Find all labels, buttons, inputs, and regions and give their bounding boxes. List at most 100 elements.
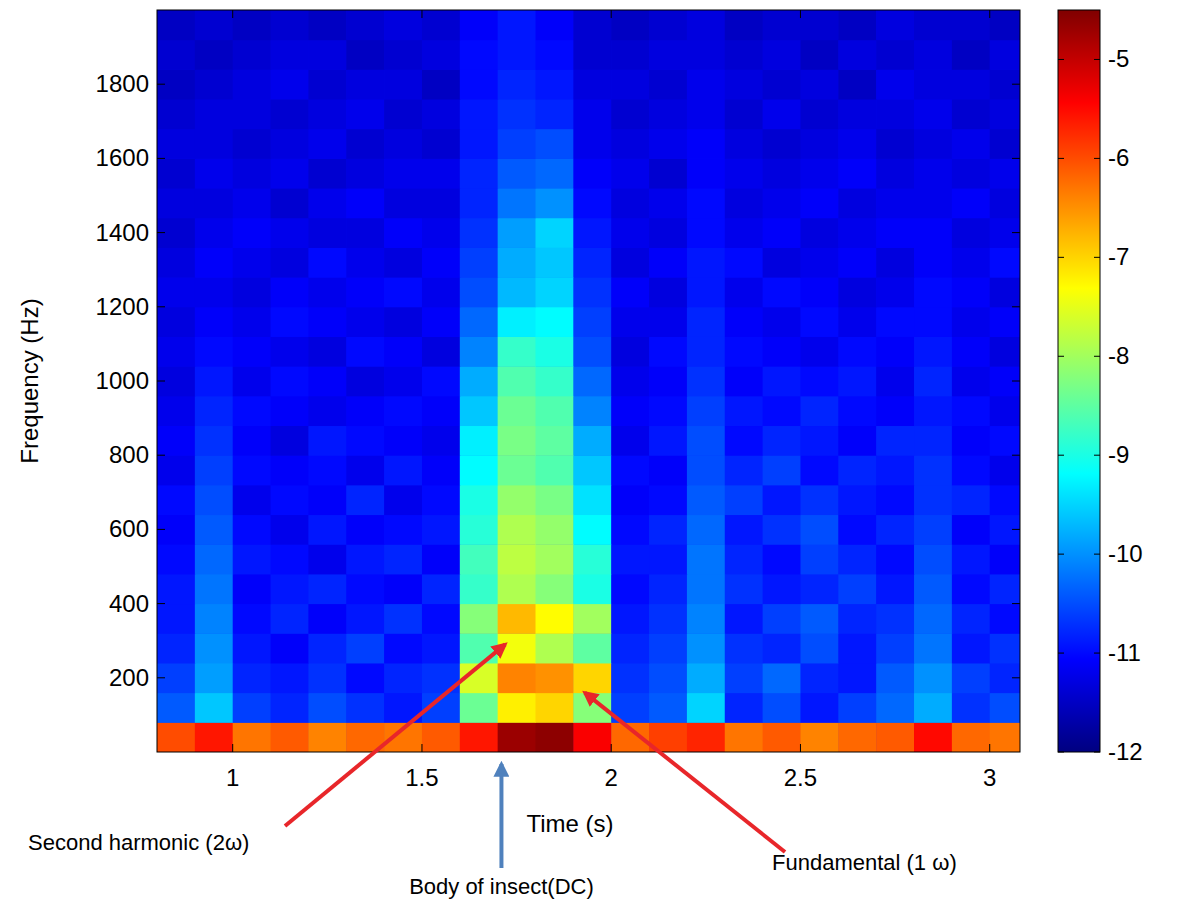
heatmap-cell bbox=[271, 129, 309, 159]
heatmap-cell bbox=[271, 633, 309, 663]
heatmap-cell bbox=[990, 722, 1020, 752]
heatmap-cell bbox=[687, 574, 725, 604]
heatmap-cell bbox=[536, 544, 574, 574]
heatmap-cell bbox=[838, 218, 876, 248]
heatmap-cell bbox=[725, 396, 763, 426]
heatmap-cell bbox=[271, 515, 309, 545]
heatmap-cell bbox=[422, 633, 460, 663]
heatmap-cell bbox=[914, 188, 952, 218]
colorbar-tick bbox=[1058, 158, 1064, 159]
heatmap-cell bbox=[763, 455, 801, 485]
heatmap-cell bbox=[271, 693, 309, 723]
heatmap-cell bbox=[763, 10, 801, 40]
heatmap-cell bbox=[763, 396, 801, 426]
heatmap-cell bbox=[914, 663, 952, 693]
x-tick bbox=[421, 744, 422, 752]
y-tick bbox=[1012, 381, 1020, 382]
heatmap-cell bbox=[384, 40, 422, 70]
heatmap-cell bbox=[800, 455, 838, 485]
heatmap-cell bbox=[195, 633, 233, 663]
y-tick bbox=[1012, 306, 1020, 307]
heatmap-cell bbox=[233, 455, 271, 485]
colorbar-tick-label: -10 bbox=[1108, 540, 1143, 567]
heatmap-cell bbox=[914, 604, 952, 634]
heatmap-cell bbox=[876, 396, 914, 426]
heatmap-cell bbox=[725, 129, 763, 159]
heatmap-cell bbox=[346, 10, 384, 40]
heatmap-cell bbox=[838, 307, 876, 337]
heatmap-cell bbox=[498, 396, 536, 426]
heatmap-cell bbox=[914, 218, 952, 248]
heatmap-cell bbox=[914, 69, 952, 99]
heatmap-cell bbox=[990, 604, 1020, 634]
heatmap-cell bbox=[687, 633, 725, 663]
heatmap-cell bbox=[763, 307, 801, 337]
heatmap-cell bbox=[498, 574, 536, 604]
colorbar-tick bbox=[1094, 59, 1100, 60]
heatmap-cell bbox=[384, 129, 422, 159]
heatmap-cell bbox=[536, 633, 574, 663]
heatmap-cell bbox=[536, 218, 574, 248]
heatmap-cell bbox=[990, 218, 1020, 248]
colorbar-tick bbox=[1058, 752, 1064, 753]
heatmap-cell bbox=[573, 277, 611, 307]
heatmap-cell bbox=[990, 633, 1020, 663]
y-tick-label: 1000 bbox=[96, 367, 149, 394]
heatmap-cell bbox=[308, 99, 346, 129]
heatmap-cell bbox=[271, 10, 309, 40]
heatmap-cell bbox=[876, 426, 914, 456]
heatmap-cell bbox=[687, 455, 725, 485]
x-tick-label: 2.5 bbox=[784, 764, 817, 791]
heatmap-cell bbox=[157, 69, 195, 99]
heatmap-cell bbox=[876, 69, 914, 99]
heatmap-cell bbox=[952, 247, 990, 277]
heatmap-cell bbox=[725, 722, 763, 752]
heatmap-cell bbox=[384, 277, 422, 307]
heatmap-cell bbox=[195, 188, 233, 218]
heatmap-cell bbox=[573, 485, 611, 515]
heatmap-cell bbox=[838, 69, 876, 99]
heatmap-cell bbox=[498, 336, 536, 366]
heatmap-cell bbox=[233, 188, 271, 218]
heatmap-cell bbox=[649, 69, 687, 99]
heatmap-cell bbox=[838, 604, 876, 634]
heatmap-cell bbox=[876, 663, 914, 693]
heatmap-cell bbox=[649, 396, 687, 426]
heatmap-cell bbox=[195, 515, 233, 545]
heatmap-cell bbox=[195, 307, 233, 337]
heatmap-cell bbox=[838, 277, 876, 307]
heatmap-cell bbox=[460, 218, 498, 248]
colorbar-tick bbox=[1094, 752, 1100, 753]
heatmap-cell bbox=[157, 633, 195, 663]
heatmap-cell bbox=[573, 426, 611, 456]
heatmap-cell bbox=[195, 485, 233, 515]
heatmap-cell bbox=[157, 722, 195, 752]
plot-background bbox=[157, 10, 1020, 752]
colorbar-tick-label: -5 bbox=[1108, 45, 1129, 72]
heatmap-cell bbox=[498, 247, 536, 277]
heatmap-cell bbox=[308, 515, 346, 545]
heatmap-cell bbox=[952, 99, 990, 129]
colorbar-tick bbox=[1094, 554, 1100, 555]
heatmap-cell bbox=[536, 574, 574, 604]
heatmap-cell bbox=[990, 247, 1020, 277]
colorbar-tick bbox=[1058, 455, 1064, 456]
heatmap-cell bbox=[346, 188, 384, 218]
heatmap-cell bbox=[536, 604, 574, 634]
colorbar-tick bbox=[1058, 356, 1064, 357]
heatmap-cell bbox=[800, 722, 838, 752]
heatmap-cell bbox=[990, 426, 1020, 456]
heatmap-cell bbox=[233, 218, 271, 248]
colorbar-tick bbox=[1058, 257, 1064, 258]
heatmap-cell bbox=[308, 366, 346, 396]
heatmap-cell bbox=[952, 663, 990, 693]
colorbar-tick bbox=[1094, 257, 1100, 258]
heatmap-cell bbox=[195, 426, 233, 456]
heatmap-cell bbox=[422, 544, 460, 574]
heatmap-cell bbox=[271, 277, 309, 307]
heatmap-cell bbox=[422, 247, 460, 277]
heatmap-cell bbox=[990, 99, 1020, 129]
heatmap-cell bbox=[800, 574, 838, 604]
heatmap-cell bbox=[725, 544, 763, 574]
heatmap-cell bbox=[498, 485, 536, 515]
